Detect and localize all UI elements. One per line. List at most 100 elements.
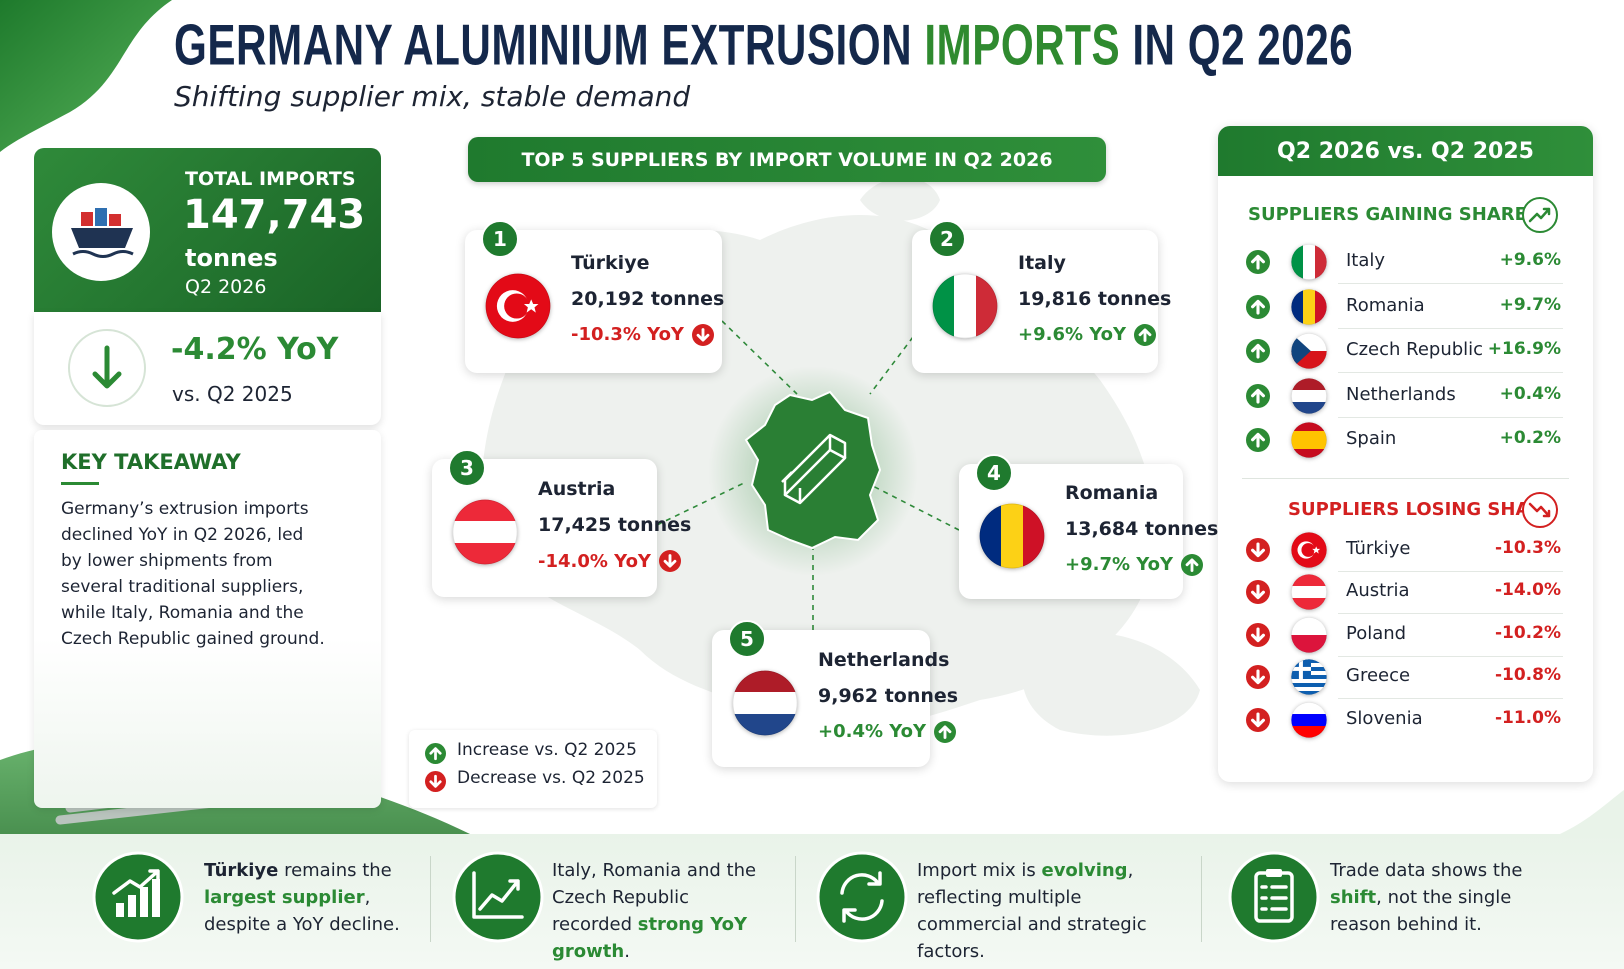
- share-change: -10.2%: [1494, 623, 1561, 643]
- down-arrow-icon: [1246, 623, 1270, 647]
- flag: [732, 670, 798, 735]
- row-divider: [1338, 571, 1563, 572]
- legend-text: Increase vs. Q2 2025: [457, 740, 637, 760]
- down-arrow-icon: [1246, 538, 1270, 562]
- total-panel: TOTAL IMPORTS 147,743 tonnes Q2 2026: [34, 148, 381, 312]
- up-arrow-icon: [1246, 250, 1270, 274]
- total-label: TOTAL IMPORTS: [185, 168, 356, 190]
- separator: [795, 856, 796, 942]
- footer-text: Italy, Romania and the Czech Republic re…: [552, 857, 767, 965]
- country-name: Netherlands: [818, 648, 950, 671]
- country-name: Austria: [538, 478, 616, 500]
- share-change: +9.7%: [1499, 295, 1561, 315]
- down-arrow-icon: [1246, 580, 1270, 604]
- change-row: +0.4% YoY: [818, 720, 957, 743]
- country-name: Romania: [1346, 295, 1425, 316]
- footer-icon: [816, 851, 908, 943]
- footer-icon: [1228, 851, 1320, 943]
- flag: [1291, 422, 1327, 458]
- row-divider: [1338, 613, 1563, 614]
- down-arrow-icon: [658, 550, 681, 572]
- country-name: Türkiye: [571, 251, 650, 274]
- footer-icon: [452, 851, 544, 943]
- share-change: -14.0%: [1494, 580, 1561, 600]
- country-name: Netherlands: [1346, 384, 1456, 405]
- flag: [1291, 333, 1327, 369]
- flag: [1291, 574, 1327, 610]
- share-change: -10.3%: [1494, 538, 1561, 558]
- share-change: +16.9%: [1487, 339, 1561, 359]
- country-name: Austria: [1346, 580, 1410, 601]
- flag: [1291, 702, 1327, 738]
- up-arrow-icon: [1181, 553, 1204, 576]
- title-part: GERMANY ALUMINIUM EXTRUSION: [174, 14, 925, 78]
- volume: 9,962 tonnes: [818, 684, 959, 707]
- row-divider: [1338, 698, 1563, 699]
- change-row: +9.6% YoY: [1018, 323, 1157, 346]
- up-arrow-icon: [1246, 339, 1270, 363]
- volume: 13,684 tonnes: [1065, 517, 1219, 540]
- supplier-card: 3 Austria 17,425 tonnes -14.0% YoY: [432, 449, 691, 597]
- takeaway-panel: KEY TAKEAWAY Germany’s extrusion imports…: [34, 430, 381, 808]
- row-divider: [1338, 372, 1563, 373]
- up-arrow-icon: [1246, 295, 1270, 319]
- down-arrow-icon: [425, 771, 446, 792]
- country-name: Italy: [1346, 250, 1386, 271]
- flag: [452, 499, 518, 565]
- total-value: 147,743: [183, 192, 366, 238]
- up-arrow-icon: [1246, 428, 1270, 452]
- footer: [0, 834, 1624, 969]
- total-unit: tonnes: [185, 244, 278, 272]
- footer-text-part: remains the: [278, 860, 392, 881]
- footer-text-part: , not the single reason behind it.: [1330, 887, 1512, 935]
- footer-text-part: , reflecting multiple commercial and str…: [917, 860, 1147, 962]
- row-divider: [1338, 417, 1563, 418]
- change: +9.6% YoY: [1018, 324, 1127, 345]
- up-arrow-icon: [425, 743, 446, 764]
- footer-text-part: largest supplier: [204, 887, 365, 908]
- country-name: Romania: [1065, 481, 1159, 504]
- country-name: Greece: [1346, 665, 1411, 686]
- legend-text: Decrease vs. Q2 2025: [457, 768, 645, 788]
- change-row: -14.0% YoY: [538, 550, 681, 572]
- footer-text-part: , despite a YoY decline.: [204, 887, 400, 935]
- comparison-panel: Q2 2026 vs. Q2 2025 SUPPLIERS GAINING SH…: [1218, 126, 1593, 782]
- germany-shape: [744, 390, 882, 550]
- volume: 20,192 tonnes: [571, 287, 725, 310]
- change-row: +9.7% YoY: [1065, 553, 1204, 576]
- footer-text-part: Italy, Romania and the Czech Republic re…: [552, 860, 757, 935]
- rank-badge: 3: [448, 449, 486, 487]
- footer-text-part: Import mix is: [917, 860, 1042, 881]
- row-divider: [1338, 328, 1563, 329]
- footer-text-part: shift: [1330, 887, 1377, 908]
- ship-icon: [52, 183, 150, 281]
- title-part: IMPORTS: [924, 14, 1121, 78]
- change: -10.3% YoY: [571, 324, 684, 345]
- comparison-title: Q2 2026 vs. Q2 2025: [1218, 126, 1593, 176]
- total-change: -4.2% YoY: [171, 332, 339, 367]
- share-change: +0.4%: [1499, 384, 1561, 404]
- rank-badge: 1: [481, 220, 519, 258]
- title-part: IN Q2 2026: [1120, 14, 1354, 78]
- rank-badge: 2: [928, 220, 966, 258]
- flag: [1291, 289, 1327, 325]
- footer-wave: [1560, 790, 1624, 834]
- total-period: Q2 2026: [185, 276, 267, 298]
- supplier-card: 2 Italy 19,816 tonnes +9.6% YoY: [912, 220, 1171, 373]
- takeaway-underline: [61, 482, 99, 485]
- trend-icon: [1522, 492, 1558, 528]
- flag: [932, 273, 998, 338]
- section-title: SUPPLIERS LOSING SHARE: [1288, 499, 1556, 520]
- down-arrow-icon: [1246, 708, 1270, 732]
- volume: 17,425 tonnes: [538, 514, 692, 536]
- flag: [1291, 244, 1327, 280]
- country-name: Czech Republic: [1346, 339, 1484, 360]
- change: +9.7% YoY: [1065, 554, 1174, 575]
- row-divider: [1338, 283, 1563, 284]
- up-arrow-icon: [934, 720, 957, 743]
- up-arrow-icon: [1134, 323, 1157, 346]
- flag: [485, 273, 551, 338]
- footer-icon: [92, 851, 184, 943]
- share-change: -10.8%: [1494, 665, 1561, 685]
